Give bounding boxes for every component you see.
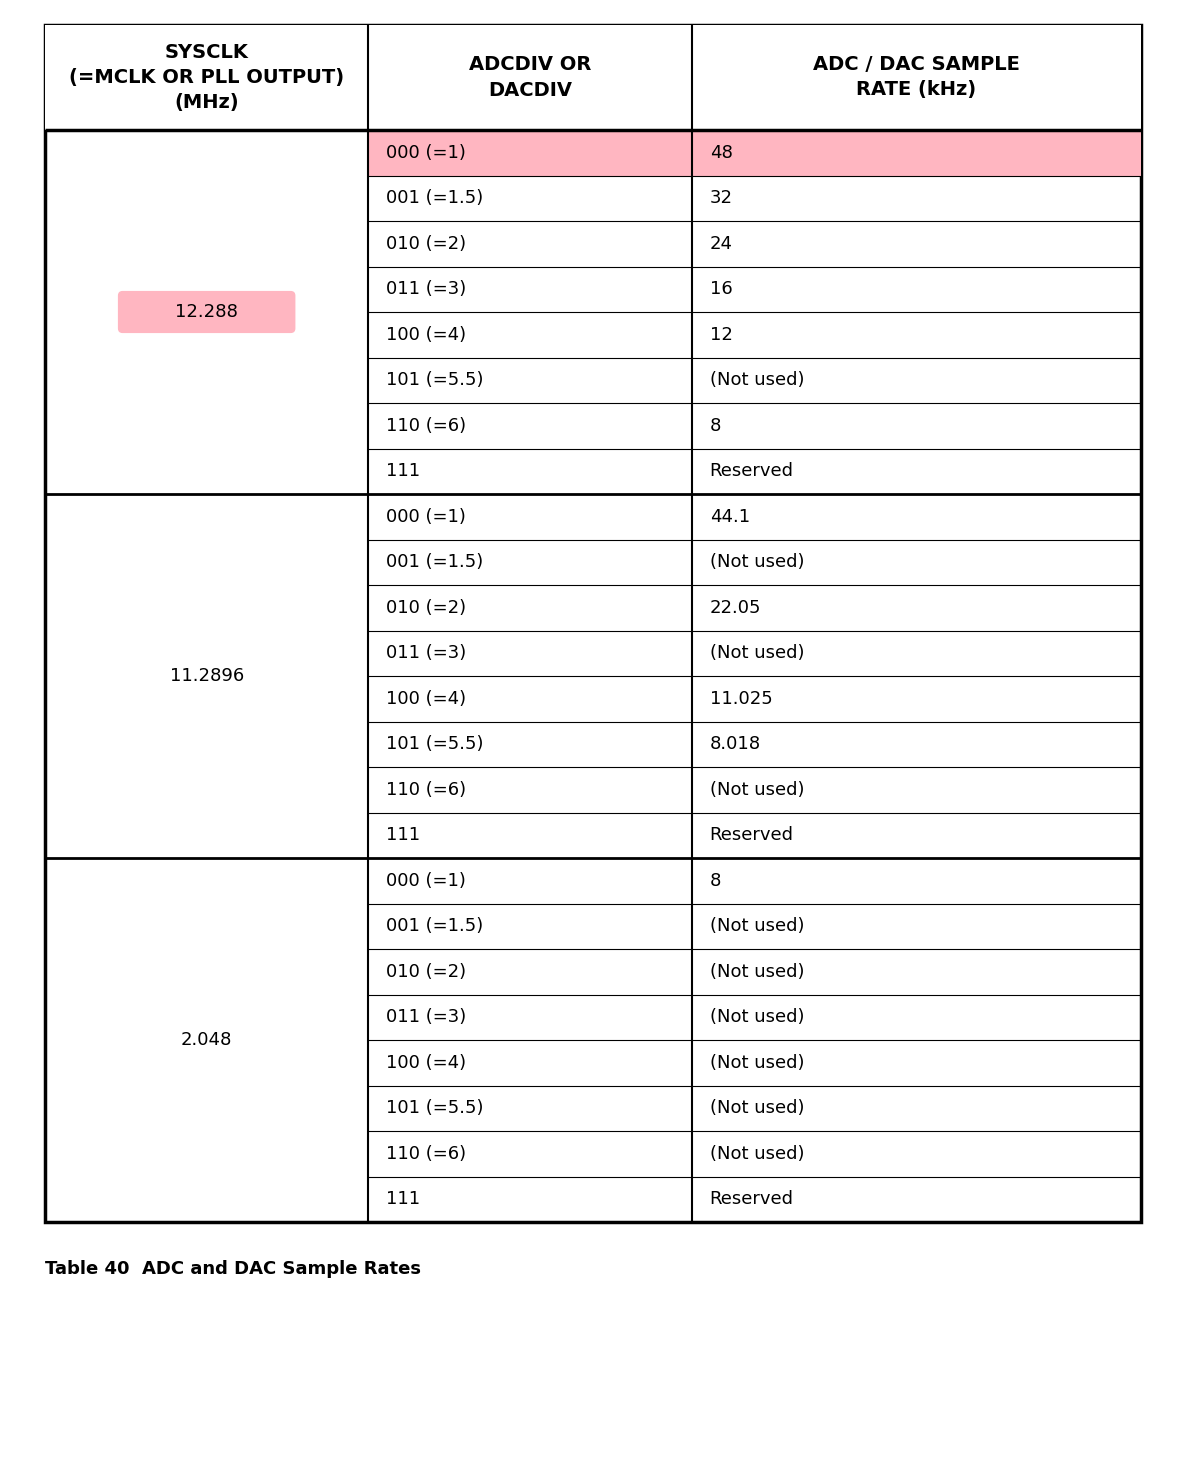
Text: (Not used): (Not used): [709, 1009, 804, 1026]
Text: 001 (=1.5): 001 (=1.5): [387, 553, 484, 572]
Text: 001 (=1.5): 001 (=1.5): [387, 917, 484, 936]
Text: (Not used): (Not used): [709, 1099, 804, 1117]
Text: Reserved: Reserved: [709, 1190, 793, 1208]
Bar: [691, 25, 1141, 130]
Text: (Not used): (Not used): [709, 553, 804, 572]
Text: ADC / DAC SAMPLE
RATE (kHz): ADC / DAC SAMPLE RATE (kHz): [812, 56, 1020, 99]
Text: 000 (=1): 000 (=1): [387, 143, 466, 162]
Text: 000 (=1): 000 (=1): [387, 871, 466, 890]
Bar: [45, 25, 1141, 1222]
Text: 100 (=4): 100 (=4): [387, 1054, 466, 1072]
Text: 2.048: 2.048: [181, 1031, 232, 1050]
FancyBboxPatch shape: [119, 291, 295, 332]
Text: 110 (=6): 110 (=6): [387, 417, 466, 434]
Text: 100 (=4): 100 (=4): [387, 326, 466, 344]
Text: (Not used): (Not used): [709, 371, 804, 389]
Text: 8: 8: [709, 417, 721, 434]
Text: 010 (=2): 010 (=2): [387, 963, 466, 981]
Text: 48: 48: [709, 143, 733, 162]
Text: 011 (=3): 011 (=3): [387, 281, 466, 298]
Text: 22.05: 22.05: [709, 599, 761, 617]
Text: ADCDIV OR
DACDIV: ADCDIV OR DACDIV: [468, 56, 591, 99]
Text: (Not used): (Not used): [709, 645, 804, 662]
Text: 011 (=3): 011 (=3): [387, 1009, 466, 1026]
Text: 101 (=5.5): 101 (=5.5): [387, 735, 484, 753]
Text: 110 (=6): 110 (=6): [387, 781, 466, 798]
Text: (Not used): (Not used): [709, 781, 804, 798]
Text: 111: 111: [387, 826, 421, 844]
Text: 8: 8: [709, 871, 721, 890]
Text: Reserved: Reserved: [709, 826, 793, 844]
Text: 12.288: 12.288: [176, 303, 238, 322]
Text: 100 (=4): 100 (=4): [387, 690, 466, 708]
Bar: [369, 25, 691, 130]
Text: (Not used): (Not used): [709, 1145, 804, 1162]
Text: Reserved: Reserved: [709, 462, 793, 480]
Text: Table 40  ADC and DAC Sample Rates: Table 40 ADC and DAC Sample Rates: [45, 1260, 421, 1278]
Text: 8.018: 8.018: [709, 735, 760, 753]
Text: 111: 111: [387, 462, 421, 480]
Text: 44.1: 44.1: [709, 507, 750, 526]
Text: 000 (=1): 000 (=1): [387, 507, 466, 526]
Text: 32: 32: [709, 189, 733, 208]
Bar: [45, 25, 369, 130]
Text: 11.025: 11.025: [709, 690, 772, 708]
Text: 010 (=2): 010 (=2): [387, 599, 466, 617]
Text: 101 (=5.5): 101 (=5.5): [387, 1099, 484, 1117]
Text: 010 (=2): 010 (=2): [387, 235, 466, 253]
Text: (Not used): (Not used): [709, 917, 804, 936]
Text: 001 (=1.5): 001 (=1.5): [387, 189, 484, 208]
Text: 12: 12: [709, 326, 733, 344]
Text: 16: 16: [709, 281, 733, 298]
Text: SYSCLK
(=MCLK OR PLL OUTPUT)
(MHz): SYSCLK (=MCLK OR PLL OUTPUT) (MHz): [69, 42, 344, 113]
Text: 101 (=5.5): 101 (=5.5): [387, 371, 484, 389]
Bar: [369, 130, 1141, 175]
Text: (Not used): (Not used): [709, 1054, 804, 1072]
Text: (Not used): (Not used): [709, 963, 804, 981]
Text: 11.2896: 11.2896: [170, 667, 244, 686]
Text: 24: 24: [709, 235, 733, 253]
Text: 111: 111: [387, 1190, 421, 1208]
Text: 110 (=6): 110 (=6): [387, 1145, 466, 1162]
Text: 011 (=3): 011 (=3): [387, 645, 466, 662]
